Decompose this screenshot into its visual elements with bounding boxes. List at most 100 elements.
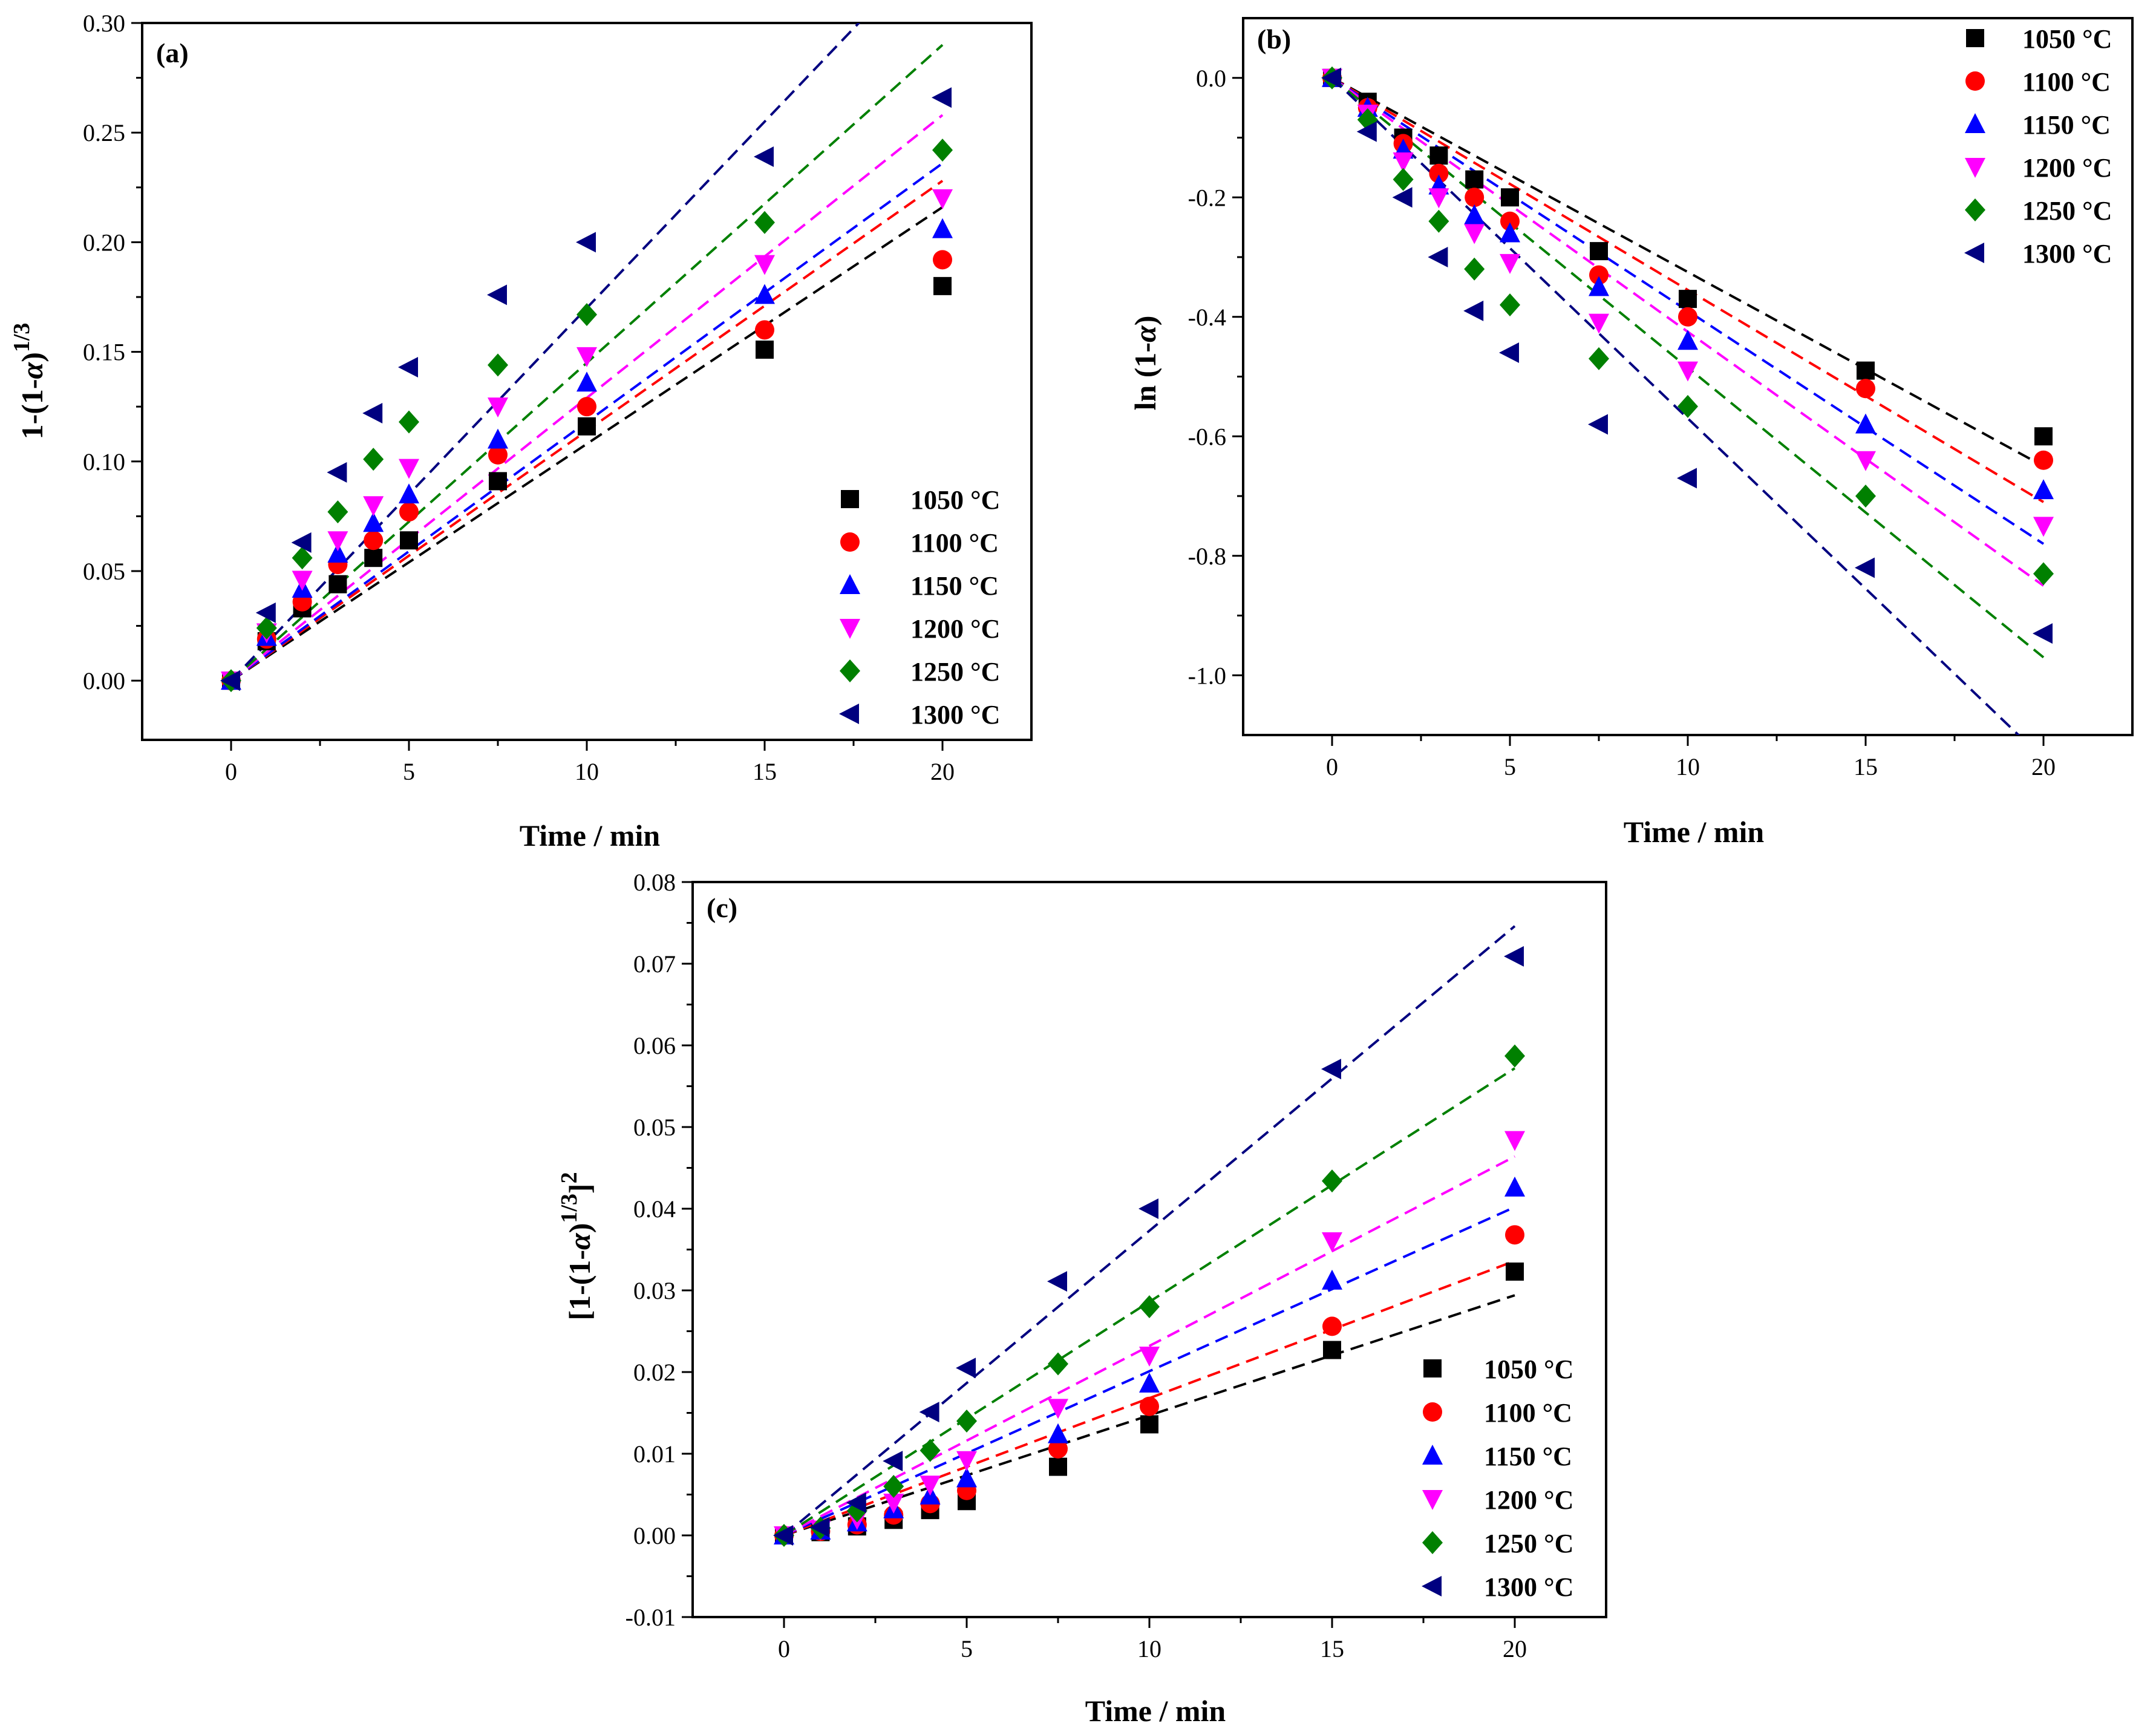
data-point-1200 xyxy=(1855,451,1876,471)
data-point-1050 xyxy=(364,549,383,567)
data-point-1050 xyxy=(756,340,774,359)
data-point-1150 xyxy=(1855,413,1876,434)
y-tick-label: 0.20 xyxy=(83,229,125,256)
data-point-1050 xyxy=(933,276,952,295)
data-point-1200 xyxy=(399,459,419,479)
data-point-1250 xyxy=(363,448,384,471)
data-point-1300 xyxy=(932,87,952,108)
legend-marker xyxy=(1423,1359,1442,1377)
data-point-1300 xyxy=(1356,121,1377,142)
data-point-1250 xyxy=(932,139,953,162)
data-point-1250 xyxy=(1048,1352,1068,1376)
legend-marker xyxy=(840,574,860,594)
x-tick-label: 20 xyxy=(930,758,955,785)
panel-label: (c) xyxy=(707,892,737,923)
y-tick-label: -0.2 xyxy=(1188,184,1226,211)
data-point-1200 xyxy=(1322,1232,1342,1252)
data-point-1150 xyxy=(1464,204,1485,224)
y-tick-label: -0.4 xyxy=(1188,304,1226,331)
y-tick-label: 0.05 xyxy=(633,1114,676,1141)
legend-label: 1150 °C xyxy=(1484,1442,1572,1471)
data-point-1150 xyxy=(327,542,348,563)
data-point-1300 xyxy=(754,146,774,168)
data-point-1250 xyxy=(956,1410,977,1433)
panel-a: 0 5 10 15 20 0.00 0.05 0.10 0.15 0.20 0.25 0.30 (a) 1… xyxy=(9,10,1033,852)
data-point-1250 xyxy=(1464,257,1485,281)
fit-line-1200 xyxy=(783,1155,1515,1537)
data-point-1300 xyxy=(919,1402,939,1423)
panel-label: (a) xyxy=(156,38,189,68)
legend-marker xyxy=(840,532,860,552)
data-point-1100 xyxy=(1322,1316,1342,1336)
y-tick-label: 0.00 xyxy=(83,667,125,694)
data-point-1250 xyxy=(1500,293,1520,316)
data-point-1300 xyxy=(487,284,507,306)
y-tick-label: -0.8 xyxy=(1188,543,1226,570)
legend-label: 1150 °C xyxy=(2022,110,2111,140)
data-point-1150 xyxy=(1677,330,1698,350)
data-point-1100 xyxy=(933,250,952,270)
data-point-1050 xyxy=(2034,427,2053,446)
data-point-1100 xyxy=(1465,188,1485,208)
legend-marker xyxy=(840,659,860,682)
legend-label: 1050 °C xyxy=(910,485,1000,515)
data-point-1100 xyxy=(577,397,596,417)
data-point-1300 xyxy=(846,1492,866,1513)
y-tick-label: 0.06 xyxy=(633,1032,676,1059)
data-point-1050 xyxy=(578,417,596,436)
data-point-1250 xyxy=(327,500,348,524)
data-point-1050 xyxy=(489,472,507,491)
x-tick-label: 15 xyxy=(1320,1635,1344,1662)
legend-label: 1300 °C xyxy=(2022,239,2112,269)
y-tick-label: 0.08 xyxy=(633,869,676,896)
data-point-1200 xyxy=(2033,517,2054,537)
data-point-1150 xyxy=(1589,276,1609,296)
x-axis-title: Time / min xyxy=(1085,1694,1226,1728)
data-point-1300 xyxy=(255,602,276,623)
data-point-1200 xyxy=(292,570,313,591)
fit-line-1150 xyxy=(783,1206,1515,1537)
data-point-1300 xyxy=(1047,1271,1067,1292)
legend-marker xyxy=(1965,113,1985,133)
data-point-1300 xyxy=(1392,187,1413,208)
data-point-1150 xyxy=(577,371,597,392)
legend-marker xyxy=(1422,1490,1443,1510)
y-tick-label: 0.04 xyxy=(633,1195,676,1223)
data-point-1300 xyxy=(327,462,347,483)
data-point-1050 xyxy=(1140,1415,1158,1434)
x-tick-label: 5 xyxy=(1504,753,1516,780)
data-point-1300 xyxy=(1463,300,1484,321)
data-point-1050 xyxy=(1857,361,1875,380)
x-tick-label: 15 xyxy=(753,758,777,785)
data-point-1300 xyxy=(1321,67,1341,88)
data-point-1300 xyxy=(956,1358,976,1379)
data-point-1200 xyxy=(920,1475,941,1496)
data-point-1050 xyxy=(328,575,347,593)
x-tick-label: 5 xyxy=(403,758,415,785)
data-point-1250 xyxy=(1139,1295,1160,1318)
data-point-1050 xyxy=(1323,1341,1341,1359)
x-tick-label: 20 xyxy=(2031,753,2056,780)
data-point-1250 xyxy=(1855,485,1876,508)
data-point-1300 xyxy=(1499,342,1519,363)
data-point-1300 xyxy=(883,1451,903,1472)
y-tick-label: 0.0 xyxy=(1196,65,1226,92)
data-point-1200 xyxy=(1048,1399,1068,1419)
legend-marker xyxy=(1422,1445,1443,1465)
legend-label: 1050 °C xyxy=(1484,1355,1573,1384)
data-point-1050 xyxy=(1506,1262,1524,1281)
x-tick-label: 20 xyxy=(1503,1635,1527,1662)
data-point-1300 xyxy=(809,1517,830,1538)
data-point-1150 xyxy=(932,218,953,238)
data-point-1250 xyxy=(1504,1044,1525,1068)
legend-label: 1200 °C xyxy=(2022,153,2112,183)
data-point-1250 xyxy=(577,302,597,326)
data-point-1050 xyxy=(1465,170,1484,189)
data-point-1100 xyxy=(1140,1396,1159,1416)
data-point-1150 xyxy=(1322,1269,1342,1290)
legend-label: 1200 °C xyxy=(910,614,1000,644)
fit-line-1050 xyxy=(230,206,944,682)
data-point-1250 xyxy=(1322,1169,1342,1193)
y-tick-label: 0.15 xyxy=(83,339,125,366)
data-point-1300 xyxy=(291,532,312,553)
